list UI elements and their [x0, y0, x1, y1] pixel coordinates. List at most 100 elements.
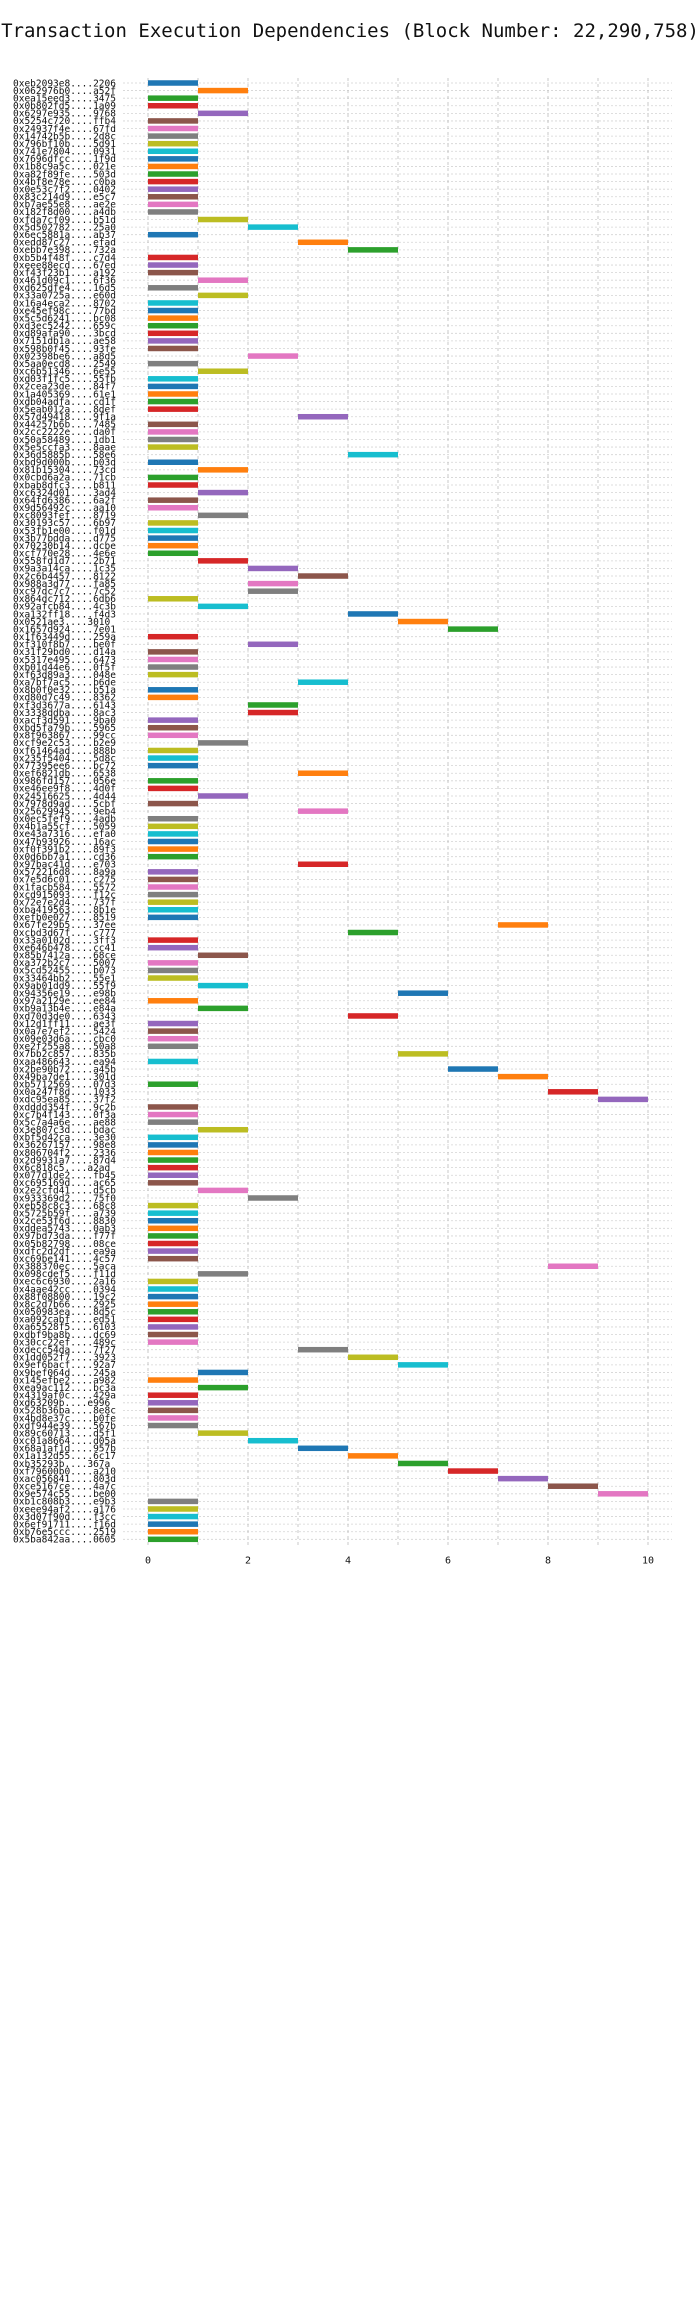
- tx-bar: [348, 1453, 398, 1459]
- tx-label: 0x2cc2222e....da0f: [13, 427, 116, 438]
- tx-bar: [148, 831, 198, 837]
- tx-bar: [298, 808, 348, 814]
- tx-bar: [148, 254, 198, 261]
- tx-bar: [598, 1096, 648, 1103]
- tx-bar: [248, 565, 298, 572]
- tx-label: 0x24937f4e....67fd: [13, 124, 116, 135]
- tx-label: 0x30cc22ef....489c: [13, 1337, 116, 1348]
- tx-label: 0x1a405369....61e1: [13, 389, 116, 400]
- tx-bar: [398, 1362, 448, 1368]
- tx-bar: [248, 588, 298, 594]
- tx-bar: [148, 444, 198, 450]
- tx-label: 0x5aa0ecd8....2549: [13, 359, 116, 370]
- tx-bar: [548, 1089, 598, 1095]
- tx-label: 0x0cbd6a2a....71cb: [13, 473, 116, 484]
- tx-label: 0x0d6bb7a1....cd36: [13, 852, 116, 863]
- tx-label: 0xb35293b....367a: [13, 1459, 110, 1470]
- tx-label: 0xec6c6930....2a16: [13, 1277, 116, 1288]
- tx-bar: [148, 1301, 198, 1307]
- tx-bar: [148, 1309, 198, 1315]
- tx-bar: [148, 800, 198, 807]
- tx-label: 0xc7b4f143....0f3a: [13, 1110, 116, 1121]
- tx-bar: [148, 724, 198, 731]
- tx-label: 0xf3d3677a....6143: [13, 700, 116, 711]
- tx-label: 0xeb2093e8....2206: [13, 78, 116, 89]
- tx-label: 0xc6324d01....3ad4: [13, 488, 116, 499]
- tx-bar: [348, 1013, 398, 1019]
- tx-label: 0xce5167ce....4a7c: [13, 1482, 116, 1493]
- tx-label: 0xb01d44e6....0f5f: [13, 662, 116, 673]
- tx-label: 0xedd87c27....efad: [13, 238, 116, 249]
- tx-bar: [198, 292, 248, 299]
- tx-bar: [448, 1066, 498, 1072]
- tx-bar: [148, 1164, 198, 1171]
- tx-bar: [198, 1430, 248, 1436]
- tx-bar: [148, 360, 198, 367]
- tx-label: 0x5e5ccfa3....8aae: [13, 442, 116, 453]
- tx-bar: [148, 747, 198, 754]
- tx-label: 0x83c214d9....e5c7: [13, 192, 116, 203]
- tx-bar: [148, 1035, 198, 1042]
- tx-label: 0x558fd1d7....2b71: [13, 556, 116, 567]
- tx-bar: [148, 459, 198, 465]
- tx-label: 0x2cea23de....84f7: [13, 382, 116, 393]
- tx-label: 0x8f963867....99cc: [13, 731, 116, 742]
- tx-label: 0x1a132d55....6c17: [13, 1451, 116, 1462]
- tx-label: 0x25629945....9eb4: [13, 806, 116, 817]
- tx-label: 0x9d56492c....aa10: [13, 503, 116, 514]
- tx-label: 0x796bf10b....5d91: [13, 139, 116, 150]
- tx-label: 0x5c5d6241....bc08: [13, 313, 116, 324]
- tx-bar: [198, 216, 248, 223]
- tx-label: 0xea15eed3....3475: [13, 93, 116, 104]
- tx-bar: [348, 929, 398, 936]
- tx-bar: [298, 1445, 348, 1452]
- tx-label: 0xb1c808b3....e9b3: [13, 1497, 116, 1508]
- tx-bar: [148, 1043, 198, 1050]
- tx-label: 0x89c60713....d5f1: [13, 1428, 116, 1439]
- tx-bar: [148, 649, 198, 655]
- tx-bar: [148, 846, 198, 852]
- tx-label: 0xd3ec5242....659c: [13, 321, 116, 332]
- tx-bar: [148, 869, 198, 875]
- tx-label: 0xd625dfe4....16d5: [13, 283, 116, 294]
- tx-bar: [148, 345, 198, 352]
- tx-label: 0xb9a13b4e....e84a: [13, 1004, 116, 1015]
- tx-bar: [148, 755, 198, 761]
- tx-bar: [148, 148, 198, 155]
- tx-bar: [148, 482, 198, 488]
- tx-label: 0x062976b0....a52f: [13, 86, 116, 97]
- tx-label: 0xcbd3d67f....c777: [13, 928, 116, 939]
- tx-bar: [398, 618, 448, 625]
- tx-label: 0x33a0102d....3ff3: [13, 935, 116, 946]
- tx-bar: [198, 952, 248, 959]
- tx-bar: [198, 1384, 248, 1391]
- tx-label: 0xd89afa90....3bcd: [13, 329, 116, 340]
- tx-label: 0xa372b2c7....5007: [13, 958, 116, 969]
- tx-bar: [198, 1005, 248, 1012]
- tx-label: 0x388370ec....5aca: [13, 1262, 116, 1273]
- tx-label: 0x5eab012a....8def: [13, 404, 116, 415]
- tx-bar: [148, 1225, 198, 1232]
- tx-label: 0x9a3a14ca....1c35: [13, 564, 116, 575]
- tx-label: 0x1dd052f7....3923: [13, 1353, 116, 1364]
- tx-label: 0x933369d2....75f0: [13, 1193, 116, 1204]
- tx-bar: [148, 1377, 198, 1383]
- tx-label: 0xbd5fa79b....5965: [13, 723, 116, 734]
- tx-label: 0x49ba7de1....301d: [13, 1072, 116, 1083]
- tx-bar: [148, 1278, 198, 1285]
- tx-label: 0x09e03d6a....cbc0: [13, 1034, 116, 1045]
- tx-bar: [148, 95, 198, 101]
- tx-bar: [198, 982, 248, 989]
- tx-label: 0xfda7cf09....b51d: [13, 215, 116, 226]
- tx-label: 0xba419563....8b1e: [13, 905, 116, 916]
- tx-label: 0xdbf9ba8b....dc69: [13, 1330, 116, 1341]
- tx-label: 0x92afcb84....4c3b: [13, 602, 116, 613]
- tx-label: 0xea9ac112....bc3a: [13, 1383, 116, 1394]
- tx-bar: [548, 1263, 598, 1270]
- tx-label: 0x05b82798....08ce: [13, 1239, 116, 1250]
- tx-bar: [148, 1248, 198, 1254]
- tx-bar: [148, 732, 198, 739]
- tx-label: 0x5c7a4a6e....ae88: [13, 1117, 116, 1128]
- tx-bar: [248, 1437, 298, 1444]
- tx-label: 0x57d49418....9f1a: [13, 412, 116, 423]
